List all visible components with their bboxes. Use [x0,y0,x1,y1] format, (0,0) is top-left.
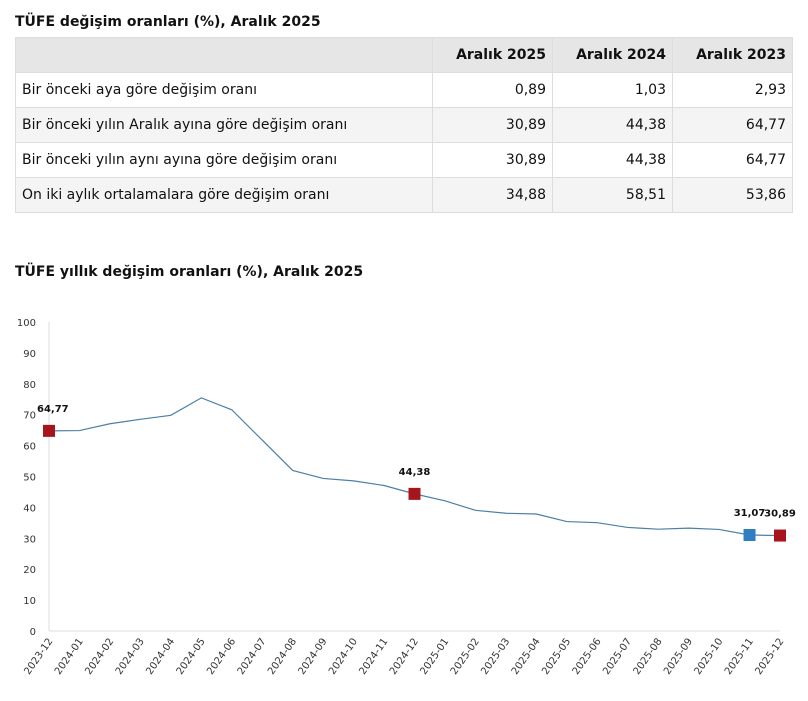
y-tick-label: 30 [23,534,36,545]
x-tick-label: 2025-06 [571,636,604,677]
x-tick-label: 2024-02 [83,636,116,677]
cell-value: 64,77 [672,107,793,143]
x-tick-label: 2025-02 [449,636,482,677]
row-label: Bir önceki aya göre değişim oranı [15,72,433,108]
cell-value: 34,88 [432,177,553,213]
y-tick-label: 90 [23,349,36,360]
table-title: TÜFE değişim oranları (%), Aralık 2025 [15,14,321,30]
x-tick-label: 2024-07 [236,636,269,677]
cpi-table: Aralık 2025 Aralık 2024 Aralık 2023 Bir ön… [15,37,793,213]
row-label: On iki aylık ortalamalara göre değişim o… [15,177,433,213]
column-header: Aralık 2024 [552,37,673,73]
x-tick-label: 2024-12 [388,636,421,677]
data-label: 44,38 [399,467,431,478]
data-marker [408,487,421,500]
y-tick-label: 60 [23,442,36,453]
y-tick-label: 100 [17,318,36,329]
y-tick-label: 50 [23,473,36,484]
x-tick-label: 2025-05 [540,636,573,677]
chart-title: TÜFE yıllık değişim oranları (%), Aralık… [15,264,364,280]
table-row: Bir önceki yılın aynı ayına göre değişim… [15,142,793,178]
y-tick-label: 20 [23,565,36,576]
x-tick-label: 2025-03 [479,636,512,677]
y-tick-label: 0 [30,627,36,638]
column-header: Aralık 2025 [432,37,553,73]
x-tick-label: 2024-06 [205,636,238,677]
cell-value: 64,77 [672,142,793,178]
x-tick-label: 2025-11 [723,636,756,677]
y-tick-label: 10 [23,596,36,607]
x-tick-label: 2025-01 [418,636,451,677]
x-tick-label: 2024-03 [114,636,147,677]
x-tick-label: 2024-01 [53,636,86,677]
cell-value: 30,89 [432,142,553,178]
x-tick-label: 2025-08 [632,636,665,677]
column-header: Aralık 2023 [672,37,793,73]
cell-value: 0,89 [432,72,553,108]
y-tick-label: 70 [23,411,36,422]
x-tick-label: 2025-04 [510,636,543,677]
x-tick-label: 2025-10 [693,636,726,677]
y-tick-label: 80 [23,380,36,391]
x-tick-label: 2024-04 [144,636,177,677]
line-chart: 01020304050607080901002023-122024-012024… [17,318,796,677]
x-tick-label: 2025-12 [753,636,786,677]
cell-value: 44,38 [552,107,673,143]
cell-value: 44,38 [552,142,673,178]
x-tick-label: 2024-10 [327,636,360,677]
cell-value: 53,86 [672,177,793,213]
row-label: Bir önceki yılın Aralık ayına göre değiş… [15,107,433,143]
x-tick-label: 2024-08 [266,636,299,677]
table-row: Bir önceki yılın Aralık ayına göre değiş… [15,107,793,143]
data-label: 31,07 [734,508,766,519]
y-tick-label: 40 [23,503,36,514]
x-tick-label: 2024-09 [297,636,330,677]
data-label: 30,89 [764,509,796,520]
table-row: On iki aylık ortalamalara göre değişim o… [15,177,793,213]
column-header [15,37,433,73]
data-marker [743,528,756,541]
data-marker [43,424,55,437]
data-marker [774,529,786,542]
row-label: Bir önceki yılın aynı ayına göre değişim… [15,142,433,178]
x-tick-label: 2024-11 [358,636,391,677]
data-label: 64,77 [37,404,69,415]
cell-value: 58,51 [552,177,673,213]
cell-value: 2,93 [672,72,793,108]
cell-value: 30,89 [432,107,553,143]
x-tick-label: 2023-12 [22,636,55,677]
x-tick-label: 2025-07 [601,636,634,677]
table-row: Bir önceki aya göre değişim oranı 0,89 1,0… [15,72,793,108]
x-tick-label: 2025-09 [662,636,695,677]
cell-value: 1,03 [552,72,673,108]
x-tick-label: 2024-05 [175,636,208,677]
